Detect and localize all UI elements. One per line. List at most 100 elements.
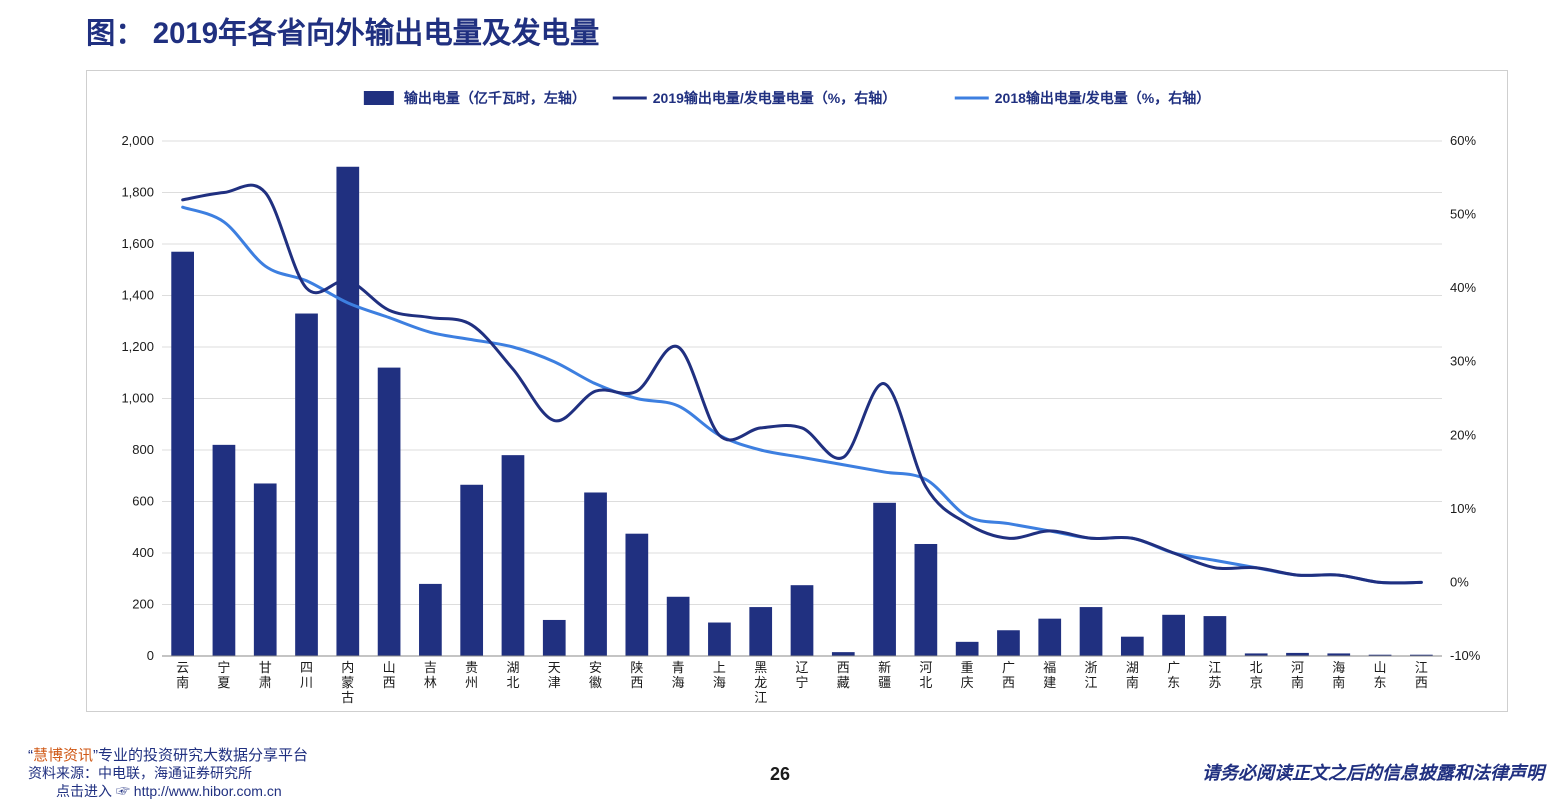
svg-text:西: 西 bbox=[630, 675, 643, 690]
svg-text:夏: 夏 bbox=[217, 675, 230, 690]
svg-text:山: 山 bbox=[1374, 660, 1387, 675]
link-prefix: 点击进入 bbox=[56, 783, 112, 799]
svg-text:徽: 徽 bbox=[589, 675, 602, 690]
bar bbox=[213, 445, 236, 656]
bar bbox=[667, 597, 690, 656]
svg-text:西: 西 bbox=[1415, 675, 1428, 690]
svg-text:上: 上 bbox=[713, 660, 726, 675]
svg-text:吉: 吉 bbox=[424, 660, 437, 675]
svg-text:津: 津 bbox=[548, 675, 561, 690]
disclaimer: 请务必阅读正文之后的信息披露和法律声明 bbox=[1202, 759, 1544, 785]
svg-text:肃: 肃 bbox=[259, 675, 272, 690]
svg-text:安: 安 bbox=[589, 660, 602, 675]
svg-text:1,000: 1,000 bbox=[121, 391, 154, 406]
svg-text:南: 南 bbox=[1126, 675, 1139, 690]
svg-text:北: 北 bbox=[919, 675, 932, 690]
svg-text:西: 西 bbox=[1002, 675, 1015, 690]
bar bbox=[915, 544, 938, 656]
bar bbox=[791, 585, 814, 656]
svg-text:藏: 藏 bbox=[837, 675, 850, 690]
svg-text:江: 江 bbox=[1085, 675, 1098, 690]
chart-title: 图： 2019年各省向外输出电量及发电量 bbox=[86, 10, 599, 52]
link-url[interactable]: http://www.hibor.com.cn bbox=[134, 783, 282, 799]
brand-line: “慧博资讯”专业的投资研究大数据分享平台 bbox=[28, 744, 308, 765]
legend-label: 2019输出电量/发电量电量（%，右轴） bbox=[653, 90, 896, 106]
brand-orange: 慧博资讯 bbox=[33, 747, 93, 764]
svg-text:宁: 宁 bbox=[795, 675, 808, 690]
svg-text:疆: 疆 bbox=[878, 675, 891, 690]
svg-text:800: 800 bbox=[132, 442, 154, 457]
hand-icon: ☞ bbox=[116, 783, 130, 799]
svg-text:南: 南 bbox=[176, 675, 189, 690]
svg-text:陕: 陕 bbox=[630, 660, 643, 675]
bar bbox=[873, 503, 896, 656]
svg-text:广: 广 bbox=[1002, 660, 1015, 675]
bar bbox=[832, 652, 855, 656]
svg-text:0: 0 bbox=[147, 648, 154, 663]
bar bbox=[708, 623, 731, 656]
svg-text:广: 广 bbox=[1167, 660, 1180, 675]
svg-text:建: 建 bbox=[1043, 675, 1056, 690]
bar bbox=[460, 485, 483, 656]
bar bbox=[584, 492, 607, 656]
svg-text:河: 河 bbox=[1291, 660, 1304, 675]
svg-text:四: 四 bbox=[300, 660, 313, 675]
brand-rest: 专业的投资研究大数据分享平台 bbox=[98, 747, 308, 764]
svg-text:山: 山 bbox=[383, 660, 396, 675]
bar bbox=[956, 642, 979, 656]
svg-text:古: 古 bbox=[341, 690, 354, 705]
bar bbox=[1162, 615, 1185, 656]
bar bbox=[295, 314, 318, 656]
svg-text:北: 北 bbox=[1250, 660, 1263, 675]
svg-text:600: 600 bbox=[132, 494, 154, 509]
svg-text:庆: 庆 bbox=[961, 675, 974, 690]
chart-svg: 02004006008001,0001,2001,4001,6001,8002,… bbox=[87, 71, 1507, 711]
svg-text:50%: 50% bbox=[1450, 207, 1476, 222]
svg-text:南: 南 bbox=[1291, 675, 1304, 690]
svg-text:宁: 宁 bbox=[217, 660, 230, 675]
bar bbox=[419, 584, 442, 656]
svg-text:400: 400 bbox=[132, 545, 154, 560]
bar bbox=[171, 252, 194, 656]
svg-text:湖: 湖 bbox=[506, 660, 519, 675]
svg-text:海: 海 bbox=[672, 675, 685, 690]
svg-text:川: 川 bbox=[300, 675, 313, 690]
bar bbox=[543, 620, 566, 656]
svg-text:湖: 湖 bbox=[1126, 660, 1139, 675]
svg-text:0%: 0% bbox=[1450, 574, 1469, 589]
svg-text:1,400: 1,400 bbox=[121, 288, 154, 303]
bar bbox=[749, 607, 772, 656]
svg-text:30%: 30% bbox=[1450, 354, 1476, 369]
svg-text:苏: 苏 bbox=[1208, 675, 1221, 690]
svg-text:60%: 60% bbox=[1450, 133, 1476, 148]
bar bbox=[378, 368, 401, 656]
svg-text:10%: 10% bbox=[1450, 501, 1476, 516]
svg-text:西: 西 bbox=[837, 660, 850, 675]
svg-text:西: 西 bbox=[383, 675, 396, 690]
svg-text:1,200: 1,200 bbox=[121, 339, 154, 354]
svg-text:40%: 40% bbox=[1450, 280, 1476, 295]
svg-text:江: 江 bbox=[1208, 660, 1221, 675]
bar bbox=[625, 534, 648, 656]
svg-text:1,800: 1,800 bbox=[121, 185, 154, 200]
svg-text:京: 京 bbox=[1250, 675, 1263, 690]
svg-text:江: 江 bbox=[1415, 660, 1428, 675]
svg-text:内: 内 bbox=[341, 660, 354, 675]
svg-text:2,000: 2,000 bbox=[121, 133, 154, 148]
svg-text:蒙: 蒙 bbox=[341, 675, 354, 690]
svg-text:浙: 浙 bbox=[1085, 660, 1098, 675]
svg-text:南: 南 bbox=[1332, 675, 1345, 690]
svg-text:东: 东 bbox=[1167, 675, 1180, 690]
svg-text:黑: 黑 bbox=[754, 660, 767, 675]
legend-label: 输出电量（亿千瓦时，左轴） bbox=[404, 90, 586, 106]
bar bbox=[336, 167, 359, 656]
bar bbox=[1038, 619, 1061, 656]
bar bbox=[502, 455, 525, 656]
svg-text:新: 新 bbox=[878, 660, 891, 675]
chart-container: 02004006008001,0001,2001,4001,6001,8002,… bbox=[86, 70, 1508, 712]
svg-text:东: 东 bbox=[1374, 675, 1387, 690]
svg-text:重: 重 bbox=[961, 660, 974, 675]
svg-text:龙: 龙 bbox=[754, 675, 767, 690]
svg-text:20%: 20% bbox=[1450, 427, 1476, 442]
svg-text:林: 林 bbox=[424, 675, 437, 690]
